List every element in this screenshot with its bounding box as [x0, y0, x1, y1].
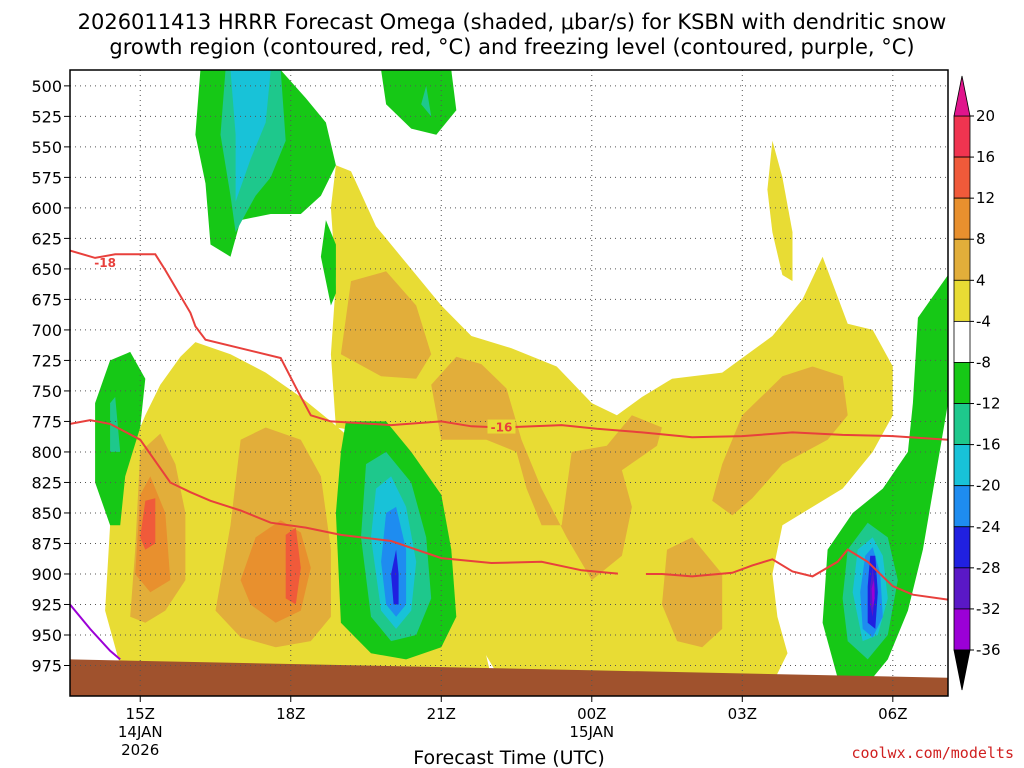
- colorbar: 20 16 12 8 4 -4 -8 -12 -16 -20 -24 -28 -32 -36: [953, 75, 1001, 691]
- colorbar-label-16: 16: [976, 148, 995, 166]
- colorbar-label-8: 8: [976, 230, 986, 248]
- colorbar-label--36: -36: [976, 641, 1001, 659]
- colorbar-label-4: 4: [976, 271, 986, 289]
- isotherm-label-bg--16: [487, 419, 516, 434]
- colorbar-segment-0: [953, 115, 971, 158]
- y-tick-label-550: 550: [31, 138, 62, 157]
- y-tick-label-525: 525: [31, 107, 62, 126]
- omega-area-neg8-2: [421, 85, 432, 117]
- omega-area-neg20-0: [391, 549, 399, 605]
- colorbar-segment-10: [953, 526, 971, 569]
- y-tick-label-775: 775: [31, 412, 62, 431]
- omega-area-8-2: [340, 271, 432, 379]
- colorbar-segment-3: [953, 238, 971, 281]
- colorbar-segment-1: [953, 156, 971, 199]
- colorbar-segment-7: [953, 403, 971, 446]
- x-tick-label-21Z: 21Z: [427, 705, 456, 723]
- plot-frame: [69, 69, 949, 697]
- y-tick-label-650: 650: [31, 260, 62, 279]
- x-tick-date-00Z: 15JAN: [569, 723, 614, 741]
- colorbar-segment-11: [953, 567, 971, 610]
- isotherm-label--16: -16: [491, 421, 513, 435]
- y-tick-label-500: 500: [31, 77, 62, 96]
- colorbar-segment-2: [953, 197, 971, 240]
- x-tick-label-06Z: 06Z: [878, 705, 907, 723]
- colorbar-segment-5: [953, 320, 971, 363]
- x-tick-year-15Z: 2026: [121, 741, 159, 759]
- colorbar-over-arrow: [953, 75, 971, 117]
- y-tick-label-625: 625: [31, 229, 62, 248]
- omega-area-8-4: [712, 366, 848, 516]
- omega-area-neg8-4: [110, 397, 121, 452]
- y-tick-label-825: 825: [31, 473, 62, 492]
- omega-area-8-3: [431, 356, 662, 581]
- y-tick-label-950: 950: [31, 626, 62, 645]
- x-axis-label: Forecast Time (UTC): [413, 747, 604, 768]
- isotherm--16: [70, 419, 948, 601]
- colorbar-segment-4: [953, 279, 971, 322]
- colorbar-label--20: -20: [976, 477, 1001, 495]
- colorbar-segment-8: [953, 444, 971, 487]
- omega-area-4-1: [330, 165, 893, 684]
- colorbar-label--24: -24: [976, 518, 1001, 536]
- colorbar-label-12: 12: [976, 189, 995, 207]
- omega-area-4-2: [767, 140, 793, 282]
- y-tick-label-900: 900: [31, 565, 62, 584]
- pressure-axis: 500 525 550 575 600 625 650 675 700 725 750 775 800 8…: [31, 77, 70, 675]
- y-tick-label-600: 600: [31, 199, 62, 218]
- y-tick-label-725: 725: [31, 351, 62, 370]
- x-tick-label-03Z: 03Z: [728, 705, 757, 723]
- y-tick-label-875: 875: [31, 534, 62, 553]
- terrain-ground: [70, 659, 948, 696]
- omega-area-neg4-1: [381, 70, 457, 135]
- colorbar-label--8: -8: [976, 353, 991, 371]
- omega-area-16-1: [285, 527, 301, 605]
- isotherm-label--18: -18: [94, 256, 116, 270]
- colorbar-label--16: -16: [976, 436, 1001, 454]
- credit-text: coolwx.com/modelts: [851, 744, 1014, 762]
- y-tick-label-700: 700: [31, 321, 62, 340]
- omega-area-neg12-0: [230, 70, 271, 202]
- freezing-level-line: [70, 603, 121, 661]
- colorbar-segment-9: [953, 485, 971, 528]
- y-tick-label-975: 975: [31, 656, 62, 675]
- chart-title-line1: 2026011413 HRRR Forecast Omega (shaded, …: [78, 10, 947, 34]
- colorbar-label-20: 20: [976, 107, 995, 125]
- y-tick-label-800: 800: [31, 443, 62, 462]
- terrain-fill: [70, 659, 948, 696]
- colorbar-label--4: -4: [976, 312, 991, 330]
- colorbar-segment-12: [953, 608, 971, 651]
- chart-title-line2: growth region (contoured, red, °C) and f…: [109, 35, 914, 59]
- omega-area-neg28-0: [871, 580, 875, 609]
- colorbar-label--32: -32: [976, 600, 1001, 618]
- y-tick-label-675: 675: [31, 290, 62, 309]
- y-tick-label-575: 575: [31, 168, 62, 187]
- colorbar-label--28: -28: [976, 559, 1001, 577]
- x-tick-date-15Z: 14JAN: [118, 723, 163, 741]
- x-tick-label-18Z: 18Z: [276, 705, 305, 723]
- isotherm-label-bg-12: [617, 565, 646, 580]
- colorbar-under-arrow: [953, 649, 971, 691]
- y-tick-label-925: 925: [31, 595, 62, 614]
- omega-shading: [95, 70, 948, 690]
- colorbar-segment-6: [953, 362, 971, 404]
- y-tick-label-750: 750: [31, 382, 62, 401]
- x-tick-label-15Z: 15Z: [126, 705, 155, 723]
- omega-area-8-5: [662, 537, 723, 648]
- colorbar-label--12: -12: [976, 395, 1001, 413]
- x-tick-label-00Z: 00Z: [577, 705, 606, 723]
- omega-area-neg4-4: [320, 220, 336, 306]
- omega-area-neg4-2: [95, 351, 146, 526]
- isotherm--18: [70, 249, 948, 441]
- y-tick-label-850: 850: [31, 504, 62, 523]
- omega-area-16-0: [140, 498, 156, 550]
- temperature-contours: -18 -16: [70, 249, 948, 661]
